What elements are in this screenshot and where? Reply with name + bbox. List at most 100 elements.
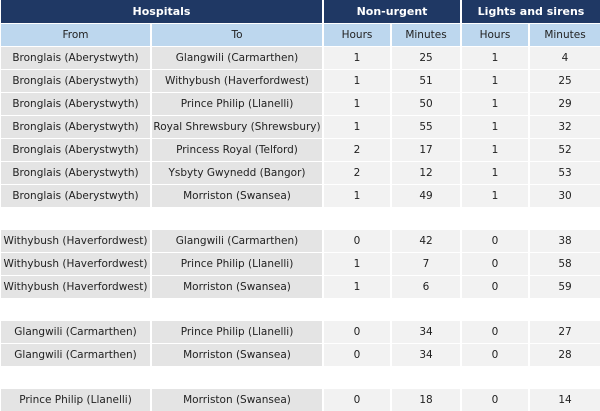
lights-hours-cell: 0 <box>461 389 529 411</box>
column-header-non-urgent-hours: Hours <box>323 24 391 47</box>
lights-hours-cell: 1 <box>461 116 529 139</box>
non-urgent-hours-cell: 2 <box>323 139 391 162</box>
non-urgent-minutes-cell: 50 <box>391 93 461 116</box>
group-header-row: Hospitals Non-urgent Lights and sirens <box>1 0 600 24</box>
lights-hours-cell: 0 <box>461 276 529 299</box>
column-header-non-urgent-minutes: Minutes <box>391 24 461 47</box>
lights-hours-cell: 0 <box>461 321 529 344</box>
to-cell: Glangwili (Carmarthen) <box>151 47 323 70</box>
lights-minutes-cell: 38 <box>529 230 600 253</box>
column-header-row: From To Hours Minutes Hours Minutes <box>1 24 600 47</box>
to-cell: Ysbyty Gwynedd (Bangor) <box>151 162 323 185</box>
table-row: Withybush (Haverfordwest)Prince Philip (… <box>1 253 600 276</box>
lights-hours-cell: 1 <box>461 70 529 93</box>
from-cell: Bronglais (Aberystwyth) <box>1 139 151 162</box>
non-urgent-minutes-cell: 34 <box>391 344 461 367</box>
group-spacer <box>1 207 600 230</box>
table-row: Bronglais (Aberystwyth)Ysbyty Gwynedd (B… <box>1 162 600 185</box>
non-urgent-minutes-cell: 42 <box>391 230 461 253</box>
to-cell: Morriston (Swansea) <box>151 185 323 208</box>
column-header-lights-hours: Hours <box>461 24 529 47</box>
non-urgent-minutes-cell: 7 <box>391 253 461 276</box>
non-urgent-minutes-cell: 17 <box>391 139 461 162</box>
from-cell: Bronglais (Aberystwyth) <box>1 116 151 139</box>
from-cell: Bronglais (Aberystwyth) <box>1 162 151 185</box>
table-row: Bronglais (Aberystwyth)Morriston (Swanse… <box>1 185 600 208</box>
lights-minutes-cell: 59 <box>529 276 600 299</box>
from-cell: Glangwili (Carmarthen) <box>1 344 151 367</box>
non-urgent-minutes-cell: 25 <box>391 47 461 70</box>
to-cell: Morriston (Swansea) <box>151 276 323 299</box>
non-urgent-minutes-cell: 12 <box>391 162 461 185</box>
non-urgent-hours-cell: 0 <box>323 321 391 344</box>
to-cell: Royal Shrewsbury (Shrewsbury) <box>151 116 323 139</box>
to-cell: Prince Philip (Llanelli) <box>151 93 323 116</box>
group-header-non-urgent: Non-urgent <box>323 0 461 24</box>
non-urgent-hours-cell: 0 <box>323 389 391 411</box>
from-cell: Bronglais (Aberystwyth) <box>1 185 151 208</box>
table-row: Bronglais (Aberystwyth)Glangwili (Carmar… <box>1 47 600 70</box>
from-cell: Bronglais (Aberystwyth) <box>1 70 151 93</box>
table-row: Bronglais (Aberystwyth)Princess Royal (T… <box>1 139 600 162</box>
to-cell: Glangwili (Carmarthen) <box>151 230 323 253</box>
group-spacer <box>1 298 600 321</box>
non-urgent-hours-cell: 1 <box>323 93 391 116</box>
group-header-hospitals: Hospitals <box>1 0 323 24</box>
non-urgent-hours-cell: 1 <box>323 276 391 299</box>
non-urgent-hours-cell: 2 <box>323 162 391 185</box>
column-header-from: From <box>1 24 151 47</box>
non-urgent-minutes-cell: 34 <box>391 321 461 344</box>
lights-minutes-cell: 53 <box>529 162 600 185</box>
from-cell: Glangwili (Carmarthen) <box>1 321 151 344</box>
to-cell: Morriston (Swansea) <box>151 344 323 367</box>
from-cell: Withybush (Haverfordwest) <box>1 276 151 299</box>
lights-minutes-cell: 25 <box>529 70 600 93</box>
non-urgent-minutes-cell: 49 <box>391 185 461 208</box>
group-spacer <box>1 366 600 389</box>
lights-hours-cell: 1 <box>461 162 529 185</box>
lights-hours-cell: 0 <box>461 344 529 367</box>
column-header-to: To <box>151 24 323 47</box>
non-urgent-hours-cell: 0 <box>323 344 391 367</box>
from-cell: Prince Philip (Llanelli) <box>1 389 151 411</box>
group-spacer-row <box>1 298 600 321</box>
lights-minutes-cell: 28 <box>529 344 600 367</box>
lights-hours-cell: 0 <box>461 253 529 276</box>
lights-minutes-cell: 32 <box>529 116 600 139</box>
lights-minutes-cell: 58 <box>529 253 600 276</box>
lights-hours-cell: 1 <box>461 139 529 162</box>
non-urgent-hours-cell: 1 <box>323 116 391 139</box>
group-spacer-row <box>1 366 600 389</box>
lights-hours-cell: 1 <box>461 185 529 208</box>
lights-minutes-cell: 14 <box>529 389 600 411</box>
to-cell: Prince Philip (Llanelli) <box>151 253 323 276</box>
group-header-lights-and-sirens: Lights and sirens <box>461 0 600 24</box>
table-row: Glangwili (Carmarthen)Morriston (Swansea… <box>1 344 600 367</box>
to-cell: Princess Royal (Telford) <box>151 139 323 162</box>
lights-minutes-cell: 29 <box>529 93 600 116</box>
from-cell: Withybush (Haverfordwest) <box>1 230 151 253</box>
non-urgent-minutes-cell: 55 <box>391 116 461 139</box>
from-cell: Bronglais (Aberystwyth) <box>1 47 151 70</box>
table-row: Prince Philip (Llanelli)Morriston (Swans… <box>1 389 600 411</box>
lights-minutes-cell: 4 <box>529 47 600 70</box>
non-urgent-minutes-cell: 51 <box>391 70 461 93</box>
table-row: Withybush (Haverfordwest)Glangwili (Carm… <box>1 230 600 253</box>
non-urgent-hours-cell: 1 <box>323 70 391 93</box>
lights-hours-cell: 1 <box>461 47 529 70</box>
table-row: Bronglais (Aberystwyth)Prince Philip (Ll… <box>1 93 600 116</box>
table-row: Bronglais (Aberystwyth)Withybush (Haverf… <box>1 70 600 93</box>
to-cell: Withybush (Haverfordwest) <box>151 70 323 93</box>
non-urgent-hours-cell: 1 <box>323 253 391 276</box>
column-header-lights-minutes: Minutes <box>529 24 600 47</box>
lights-minutes-cell: 27 <box>529 321 600 344</box>
non-urgent-hours-cell: 1 <box>323 185 391 208</box>
from-cell: Bronglais (Aberystwyth) <box>1 93 151 116</box>
table-body: Bronglais (Aberystwyth)Glangwili (Carmar… <box>1 47 600 411</box>
lights-minutes-cell: 52 <box>529 139 600 162</box>
table-row: Withybush (Haverfordwest)Morriston (Swan… <box>1 276 600 299</box>
non-urgent-minutes-cell: 18 <box>391 389 461 411</box>
from-cell: Withybush (Haverfordwest) <box>1 253 151 276</box>
non-urgent-minutes-cell: 6 <box>391 276 461 299</box>
